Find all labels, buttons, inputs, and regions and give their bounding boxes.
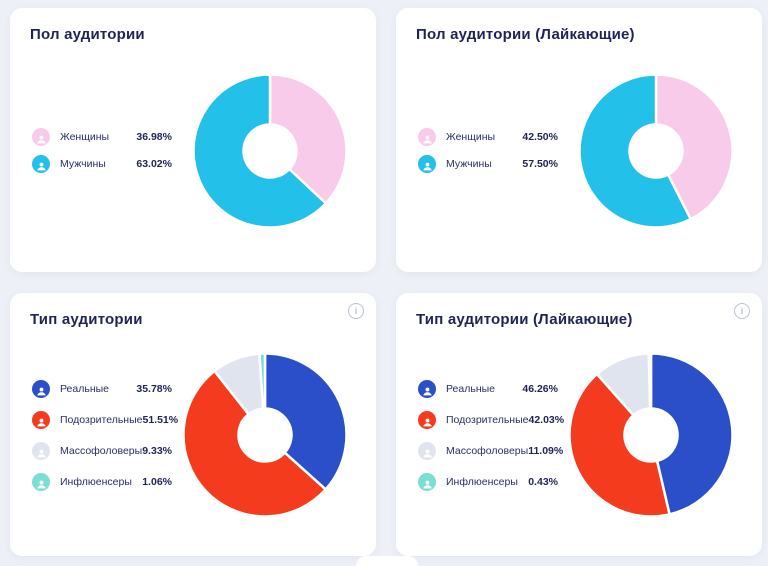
card-title: Пол аудитории (Лайкающие) bbox=[416, 26, 635, 43]
donut-chart bbox=[578, 72, 734, 229]
legend-label: Мужчины bbox=[446, 158, 492, 170]
legend-item: Мужчины 63.02% bbox=[32, 155, 172, 173]
legend-value: 51.51% bbox=[142, 413, 179, 426]
legend-label: Реальные bbox=[60, 382, 110, 395]
person-avatar-icon bbox=[32, 410, 50, 429]
legend-label: Инфлюенсеры bbox=[446, 475, 518, 488]
legend-item: Массофоловеры 9.33% bbox=[32, 441, 172, 460]
legend-value: 36.98% bbox=[136, 131, 172, 143]
legend-item: Массофоловеры 11.09% bbox=[418, 441, 563, 460]
person-avatar-icon bbox=[32, 441, 50, 460]
legend-item: Инфлюенсеры 0.43% bbox=[418, 472, 558, 491]
person-avatar-icon bbox=[418, 379, 436, 398]
person-avatar-icon bbox=[32, 128, 50, 146]
info-icon[interactable]: i bbox=[348, 303, 364, 319]
legend-value: 1.06% bbox=[142, 475, 172, 488]
person-avatar-icon bbox=[32, 472, 50, 491]
legend-label: Массофоловеры bbox=[60, 444, 143, 457]
card-title: Тип аудитории (Лайкающие) bbox=[416, 311, 633, 328]
donut-chart bbox=[182, 352, 348, 518]
card-body: Реальные 35.78% Подозрительные 51.51% Ма… bbox=[30, 328, 356, 542]
card-body: Реальные 46.26% Подозрительные 42.03% Ма… bbox=[416, 328, 742, 542]
legend-label: Женщины bbox=[446, 131, 496, 143]
next-card-peek bbox=[356, 556, 418, 566]
card-body: Женщины 42.50% Мужчины 57.50% bbox=[416, 43, 742, 258]
person-avatar-icon bbox=[418, 472, 436, 491]
legend: Реальные 35.78% Подозрительные 51.51% Ма… bbox=[32, 379, 178, 491]
person-avatar-icon bbox=[32, 155, 50, 173]
legend-value: 42.03% bbox=[528, 413, 565, 426]
legend-value: 63.02% bbox=[136, 158, 172, 170]
card-audience-type: i Тип аудитории Реальные 35.78% Подозрит… bbox=[10, 293, 376, 556]
legend-item: Реальные 35.78% bbox=[32, 379, 172, 398]
legend-item: Женщины 42.50% bbox=[418, 128, 558, 146]
legend-label: Мужчины bbox=[60, 158, 106, 170]
legend-item: Подозрительные 42.03% bbox=[418, 410, 564, 429]
card-audience-gender: Пол аудитории Женщины 36.98% Мужчины 63.… bbox=[10, 8, 376, 272]
legend-label: Реальные bbox=[446, 382, 496, 395]
legend: Женщины 42.50% Мужчины 57.50% bbox=[418, 128, 558, 173]
person-avatar-icon bbox=[418, 441, 436, 460]
legend-item: Женщины 36.98% bbox=[32, 128, 172, 146]
legend-value: 0.43% bbox=[528, 475, 558, 488]
card-body: Женщины 36.98% Мужчины 63.02% bbox=[30, 43, 356, 258]
legend-value: 57.50% bbox=[522, 158, 558, 170]
legend-value: 35.78% bbox=[136, 382, 172, 395]
legend-value: 42.50% bbox=[522, 131, 558, 143]
legend-value: 11.09% bbox=[528, 444, 564, 457]
legend-label: Инфлюенсеры bbox=[60, 475, 132, 488]
legend-label: Массофоловеры bbox=[446, 444, 529, 457]
legend-label: Подозрительные bbox=[60, 413, 143, 426]
card-audience-type-likers: i Тип аудитории (Лайкающие) Реальные 46.… bbox=[396, 293, 762, 556]
legend: Женщины 36.98% Мужчины 63.02% bbox=[32, 128, 172, 173]
person-avatar-icon bbox=[418, 155, 436, 173]
legend-value: 9.33% bbox=[142, 444, 172, 457]
card-title: Пол аудитории bbox=[30, 26, 145, 43]
legend-item: Реальные 46.26% bbox=[418, 379, 558, 398]
donut-chart bbox=[192, 72, 348, 229]
donut-chart bbox=[568, 352, 734, 518]
person-avatar-icon bbox=[418, 128, 436, 146]
legend-item: Инфлюенсеры 1.06% bbox=[32, 472, 172, 491]
legend-value: 46.26% bbox=[522, 382, 558, 395]
legend: Реальные 46.26% Подозрительные 42.03% Ма… bbox=[418, 379, 564, 491]
legend-item: Подозрительные 51.51% bbox=[32, 410, 178, 429]
info-icon[interactable]: i bbox=[734, 303, 750, 319]
card-audience-gender-likers: Пол аудитории (Лайкающие) Женщины 42.50%… bbox=[396, 8, 762, 272]
legend-label: Подозрительные bbox=[446, 413, 529, 426]
person-avatar-icon bbox=[32, 379, 50, 398]
card-title: Тип аудитории bbox=[30, 311, 143, 328]
legend-item: Мужчины 57.50% bbox=[418, 155, 558, 173]
legend-label: Женщины bbox=[60, 131, 110, 143]
person-avatar-icon bbox=[418, 410, 436, 429]
